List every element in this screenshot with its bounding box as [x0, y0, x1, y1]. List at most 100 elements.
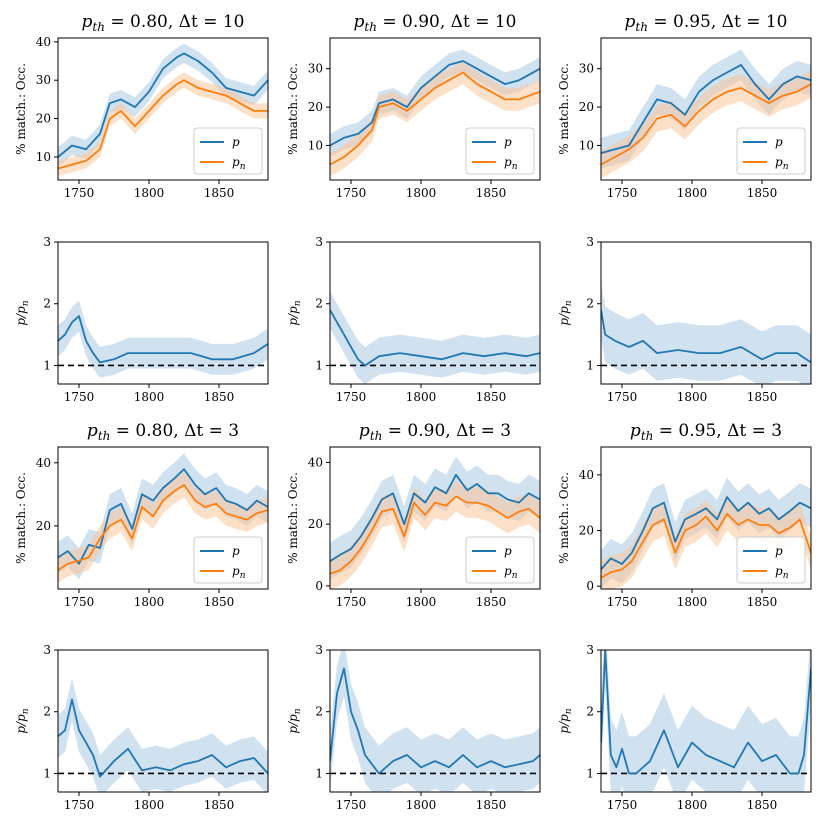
y-tick-label: 3: [315, 235, 323, 249]
x-tick-label: 1850: [747, 186, 778, 200]
x-tick-label: 1750: [336, 390, 367, 404]
y-tick-label: 2: [315, 297, 323, 311]
legend-label: p: [775, 544, 783, 558]
series-band: [330, 650, 540, 792]
series-line: [601, 512, 811, 579]
chart-title-rest: = 0.80, Δt = 10: [105, 12, 245, 32]
y-axis-label: % match.: Occ.: [14, 472, 28, 564]
y-axis-label: p/pn: [14, 300, 31, 325]
y-tick-label: 1: [586, 766, 594, 780]
chart-panel: 1750 1800 1850 1 2 3 p/pn: [286, 643, 541, 812]
y-tick-label: 30: [579, 62, 594, 76]
legend-label: p: [232, 544, 240, 558]
chart-panel: 1750 1800 1850 1 2 3 p/pn: [14, 643, 269, 812]
x-tick-label: 1800: [677, 798, 708, 812]
y-tick-label: 2: [315, 705, 323, 719]
y-axis-label-sub: n: [21, 708, 31, 714]
legend-label-main: p: [504, 155, 512, 169]
legend-label: pn: [504, 155, 518, 172]
plot-area: [58, 453, 268, 583]
plot-area: [330, 650, 540, 792]
series-line: [601, 83, 811, 166]
legend-label-sub: n: [240, 571, 246, 581]
series-band: [330, 481, 540, 589]
x-tick-label: 1850: [204, 390, 235, 404]
series-band: [601, 282, 811, 384]
legend: ppn: [736, 127, 806, 175]
y-axis-label: p/pn: [557, 300, 574, 325]
legend-box: [736, 127, 806, 175]
chart-title: pth = 0.80, Δt = 3: [87, 421, 239, 443]
x-tick-label: 1850: [476, 798, 507, 812]
legend-label: p: [504, 135, 512, 149]
y-axis-label-main: p/p: [557, 714, 571, 734]
x-tick-label: 1750: [336, 798, 367, 812]
y-tick-label: 40: [36, 456, 51, 470]
legend-label-sub: n: [512, 162, 518, 172]
series-band: [58, 72, 268, 177]
legend-box: [193, 536, 263, 584]
legend: ppn: [736, 536, 806, 584]
series-band: [601, 497, 811, 589]
x-tick-label: 1800: [677, 186, 708, 200]
y-axis-label: % match.: Occ.: [286, 472, 300, 564]
y-tick-label: 40: [579, 468, 594, 482]
series-line: [330, 495, 540, 575]
x-tick-label: 1800: [406, 595, 437, 609]
y-tick-label: 2: [43, 705, 51, 719]
series-line: [58, 79, 268, 170]
y-axis-label-sub: n: [564, 708, 574, 714]
legend-label: p: [504, 544, 512, 558]
y-tick-label: 30: [308, 62, 323, 76]
x-tick-label: 1850: [747, 798, 778, 812]
series-line: [330, 473, 540, 562]
legend-label-sub: n: [783, 162, 789, 172]
y-axis-label-main: p/p: [286, 714, 300, 734]
y-tick-label: 20: [36, 519, 51, 533]
x-tick-label: 1850: [476, 390, 507, 404]
legend: ppn: [193, 536, 263, 584]
y-tick-label: 0: [315, 579, 323, 593]
y-tick-label: 1: [315, 358, 323, 372]
chart-title-main: p: [359, 421, 370, 441]
series-line: [601, 650, 811, 775]
x-tick-label: 1750: [607, 186, 638, 200]
x-tick-label: 1750: [336, 186, 367, 200]
x-tick-label: 1750: [607, 798, 638, 812]
plot-frame: [600, 37, 812, 181]
y-tick-label: 1: [586, 358, 594, 372]
x-tick-label: 1800: [134, 595, 165, 609]
series-line: [58, 315, 268, 364]
plot-area: [601, 49, 811, 179]
chart-panel: 1750 1800 1850 1 2 3 p/pn: [14, 235, 269, 404]
chart-title: pth = 0.90, Δt = 3: [359, 421, 511, 443]
series-band: [58, 453, 268, 580]
x-tick-label: 1800: [134, 390, 165, 404]
legend-label: pn: [504, 564, 518, 581]
y-tick-label: 30: [36, 73, 51, 87]
y-tick-label: 10: [36, 150, 51, 164]
x-tick-label: 1800: [134, 798, 165, 812]
series-band: [330, 456, 540, 580]
y-tick-label: 1: [43, 358, 51, 372]
y-tick-label: 10: [308, 138, 323, 152]
y-axis-label-main: p/p: [557, 306, 571, 326]
series-line: [601, 64, 811, 154]
plot-frame: [57, 37, 269, 181]
x-tick-label: 1750: [607, 595, 638, 609]
y-axis-label: p/pn: [286, 708, 303, 733]
y-tick-label: 3: [586, 235, 594, 249]
y-axis-label: % match.: Occ.: [557, 472, 571, 564]
x-tick-label: 1800: [677, 390, 708, 404]
plot-frame: [329, 37, 541, 181]
legend-label-main: p: [232, 155, 240, 169]
plot-area: [601, 282, 811, 384]
series-band: [58, 472, 268, 583]
chart-title-sub: th: [364, 20, 377, 34]
series-line: [330, 60, 540, 147]
x-tick-label: 1850: [204, 798, 235, 812]
chart-panel: 1750 1800 1850 1 2 3 p/pn: [557, 235, 812, 404]
